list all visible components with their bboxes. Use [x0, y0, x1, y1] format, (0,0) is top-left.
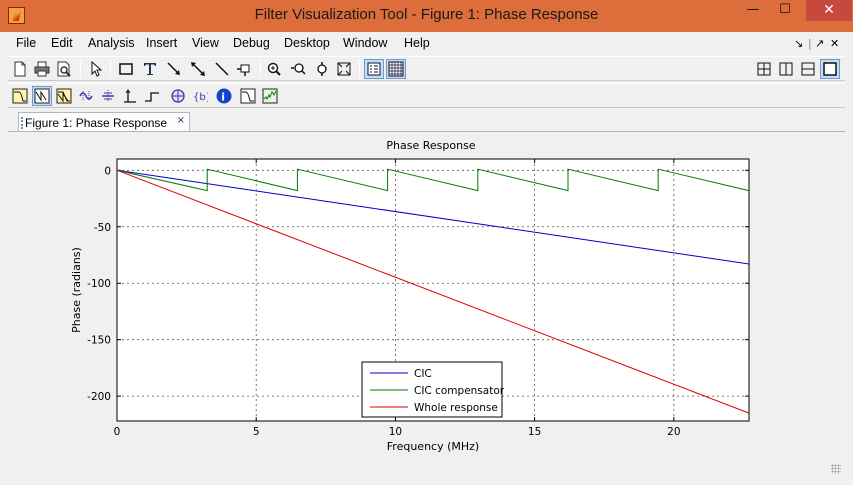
filter-info-icon[interactable]: i — [214, 86, 234, 106]
magnitude-response-icon[interactable] — [10, 86, 30, 106]
x-axis-label: Frequency (MHz) — [387, 440, 479, 453]
toolbar-separator — [260, 60, 261, 78]
print-preview-icon[interactable] — [54, 59, 74, 79]
legend-label-cic: CIC — [414, 368, 432, 380]
svg-text:i: i — [221, 91, 225, 104]
tile-icon[interactable] — [754, 59, 774, 79]
round-off-noise-icon[interactable] — [260, 86, 280, 106]
chart-legend[interactable]: CIC CIC compensator Whole response — [361, 361, 505, 418]
menu-window[interactable]: Window — [343, 36, 388, 50]
menu-view[interactable]: View — [192, 36, 219, 50]
menu-desktop[interactable]: Desktop — [284, 36, 330, 50]
close-figure-icon[interactable]: ✕ — [830, 37, 840, 50]
dock-separator: | — [808, 37, 812, 50]
new-file-icon[interactable] — [10, 59, 30, 79]
legend-toggle-icon[interactable] — [364, 59, 384, 79]
magnitude-estimate-icon[interactable] — [238, 86, 258, 106]
phase-delay-icon[interactable] — [98, 86, 118, 106]
y-axis-label: Phase (radians) — [70, 247, 83, 333]
toolbar-separator — [359, 60, 360, 78]
figure-toolbar — [8, 56, 845, 81]
window-title: Filter Visualization Tool - Figure 1: Ph… — [254, 6, 599, 23]
x-tick-label: 10 — [389, 426, 402, 438]
resize-grip[interactable] — [831, 464, 841, 474]
y-tick-label: -100 — [87, 278, 111, 290]
menu-debug[interactable]: Debug — [233, 36, 270, 50]
chart-title: Phase Response — [386, 139, 475, 152]
pole-zero-icon[interactable] — [168, 86, 188, 106]
zoom-x-icon[interactable] — [288, 59, 308, 79]
figure-tab-strip: Figure 1: Phase Response × — [8, 110, 845, 134]
step-response-icon[interactable] — [142, 86, 162, 106]
svg-text:{b}: {b} — [193, 92, 208, 103]
menu-bar: File Edit Analysis Insert View Debug Des… — [8, 32, 845, 55]
menu-insert[interactable]: Insert — [146, 36, 178, 50]
series-line-whole-response — [116, 169, 750, 414]
analysis-toolbar: {b} i — [8, 83, 845, 108]
tab-figure-1[interactable]: Figure 1: Phase Response × — [18, 112, 190, 132]
matlab-logo-icon — [8, 7, 25, 24]
figure-canvas: Phase Response 0 5 10 15 20 0 -50 -100 -150 -200 … — [8, 131, 845, 477]
magnitude-phase-icon[interactable] — [54, 86, 74, 106]
menu-analysis[interactable]: Analysis — [88, 36, 135, 50]
x-tick-label: 5 — [253, 426, 260, 438]
y-tick-label: -50 — [94, 222, 111, 234]
series-line-cic-compensator — [116, 168, 750, 192]
full-view-icon[interactable] — [334, 59, 354, 79]
pin-icon[interactable] — [234, 59, 254, 79]
filter-coefficients-icon[interactable]: {b} — [190, 86, 210, 106]
double-arrow-icon[interactable] — [188, 59, 208, 79]
group-delay-icon[interactable] — [76, 86, 96, 106]
toolbar-separator — [80, 60, 81, 78]
phase-response-icon[interactable] — [32, 86, 52, 106]
phase-response-plot[interactable]: Phase Response 0 5 10 15 200-50-100-150-200 … — [8, 132, 845, 478]
text-icon[interactable] — [140, 59, 160, 79]
legend-label-cic-compensator: CIC compensator — [414, 385, 505, 397]
close-button[interactable]: ✕ — [806, 0, 852, 21]
arrow-icon[interactable] — [164, 59, 184, 79]
x-tick-label: 0 — [114, 426, 121, 438]
menu-file[interactable]: File — [16, 36, 37, 50]
maximize-view-icon[interactable] — [820, 59, 840, 79]
dock-arrow-icon[interactable]: ↘ — [794, 37, 804, 50]
y-tick-label: 0 — [104, 165, 111, 177]
zoom-y-icon[interactable] — [312, 59, 332, 79]
maximize-button[interactable]: ☐ — [779, 2, 791, 17]
y-tick-label: -200 — [87, 391, 111, 403]
menu-edit[interactable]: Edit — [51, 36, 73, 50]
split-horizontal-icon[interactable] — [798, 59, 818, 79]
tab-grip[interactable] — [21, 117, 24, 129]
tab-label: Figure 1: Phase Response — [25, 116, 168, 130]
legend-label-whole-response: Whole response — [414, 402, 498, 414]
toolbar-separator — [110, 60, 111, 78]
undock-arrow-icon[interactable]: ↗ — [815, 37, 825, 50]
series-lines — [116, 168, 750, 414]
x-tick-label: 20 — [667, 426, 680, 438]
tab-close-icon[interactable]: × — [176, 115, 185, 126]
line-icon[interactable] — [212, 59, 232, 79]
y-tick-label: -150 — [87, 335, 111, 347]
axis-ticks: 0 5 10 15 20 0 -50 -100 -150 -200 — [87, 159, 749, 438]
select-pointer-icon[interactable] — [86, 59, 106, 79]
rectangle-icon[interactable] — [116, 59, 136, 79]
menu-help[interactable]: Help — [404, 36, 430, 50]
split-vertical-icon[interactable] — [776, 59, 796, 79]
impulse-response-icon[interactable] — [120, 86, 140, 106]
print-icon[interactable] — [32, 59, 52, 79]
x-tick-label: 15 — [528, 426, 541, 438]
title-bar: Filter Visualization Tool - Figure 1: Ph… — [0, 0, 853, 32]
grid-toggle-icon[interactable] — [386, 59, 406, 79]
minimize-button[interactable]: — — [746, 2, 760, 17]
zoom-in-icon[interactable] — [264, 59, 284, 79]
series-line-cic — [116, 169, 750, 265]
